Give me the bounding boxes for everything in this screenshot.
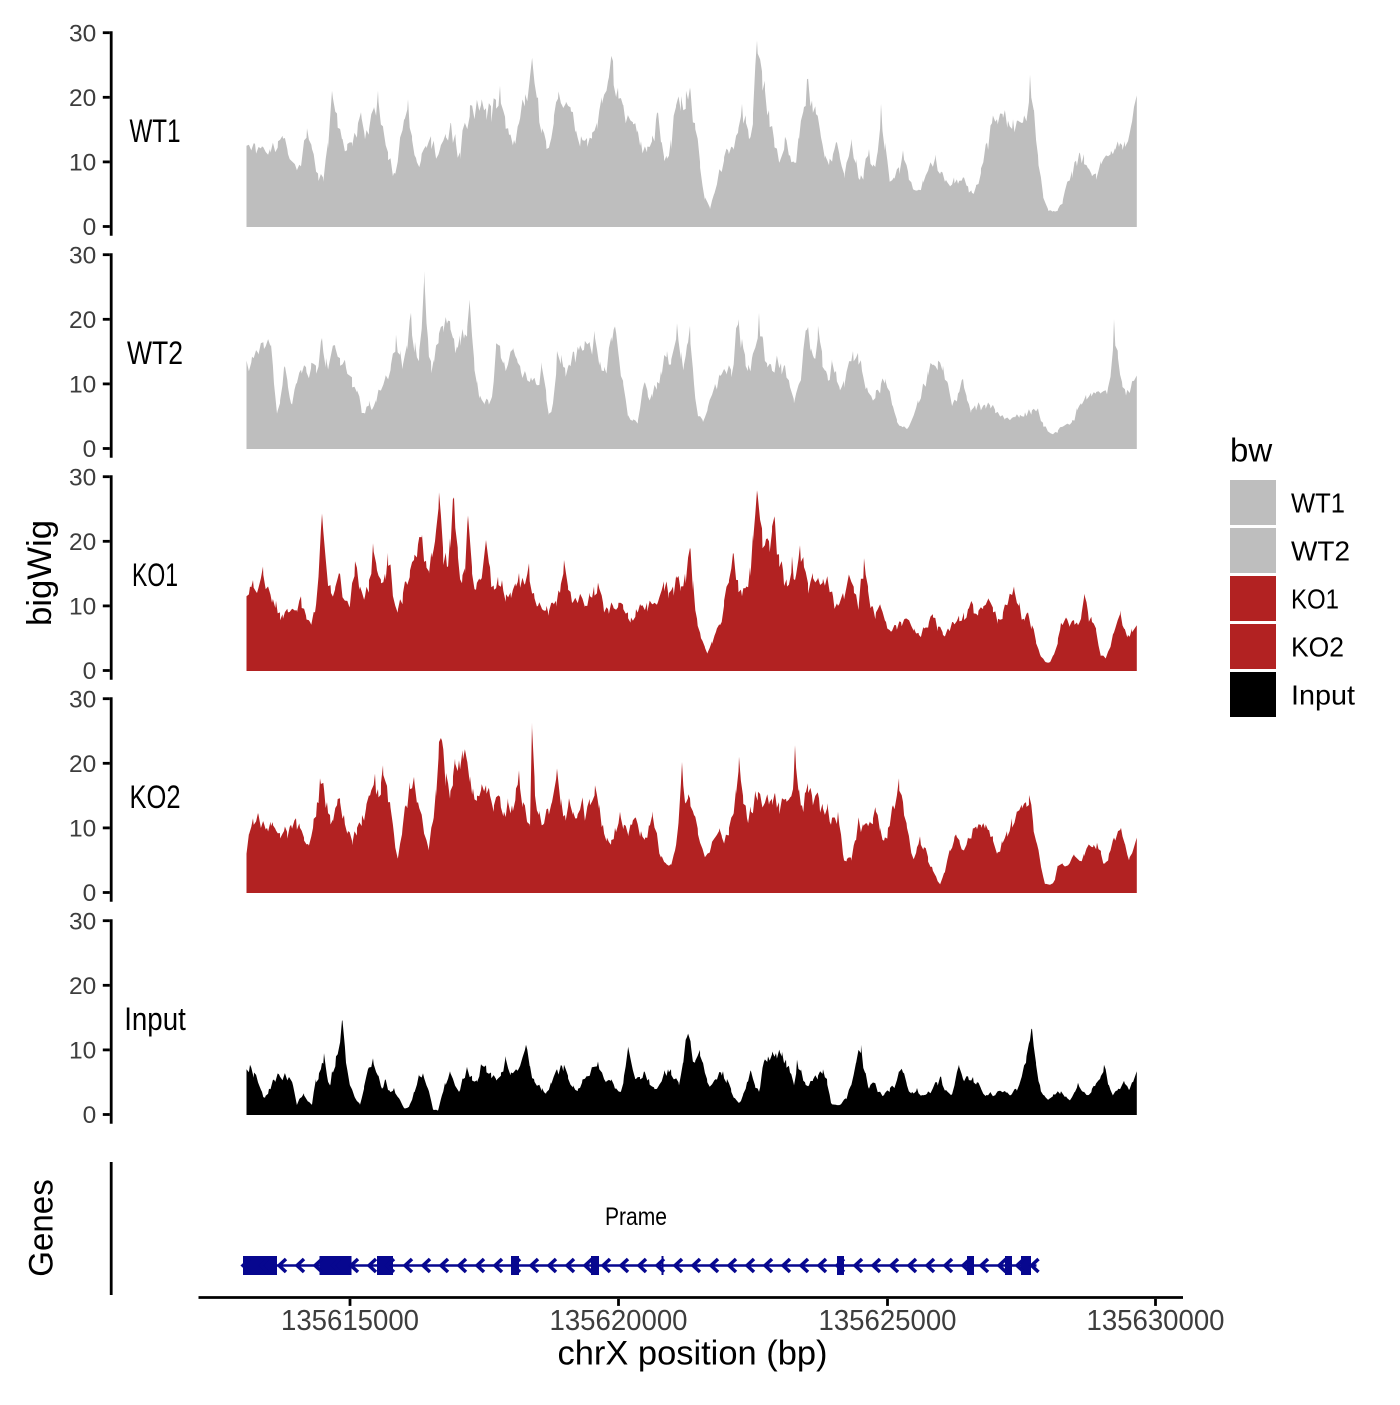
svg-text:KO2: KO2: [1291, 632, 1344, 663]
svg-text:WT2: WT2: [127, 335, 183, 371]
svg-text:30: 30: [69, 686, 96, 713]
svg-text:WT1: WT1: [130, 113, 181, 149]
svg-text:KO2: KO2: [130, 779, 181, 815]
svg-text:10: 10: [69, 816, 96, 843]
svg-text:30: 30: [69, 20, 96, 47]
svg-text:10: 10: [69, 372, 96, 399]
svg-text:20: 20: [69, 529, 96, 556]
svg-text:0: 0: [83, 214, 97, 241]
svg-text:0: 0: [83, 658, 97, 685]
svg-text:0: 0: [83, 436, 97, 463]
svg-text:WT1: WT1: [1291, 488, 1345, 519]
svg-text:20: 20: [69, 307, 96, 334]
svg-text:10: 10: [69, 1038, 96, 1065]
svg-text:10: 10: [69, 150, 96, 177]
svg-text:WT2: WT2: [1291, 536, 1350, 567]
svg-text:Input: Input: [124, 1001, 186, 1037]
svg-text:0: 0: [83, 1102, 97, 1129]
svg-text:30: 30: [69, 908, 96, 935]
svg-text:Prame: Prame: [605, 1203, 667, 1231]
svg-text:Genes: Genes: [23, 1179, 61, 1277]
svg-text:KO1: KO1: [132, 557, 178, 593]
svg-text:bw: bw: [1230, 431, 1272, 468]
svg-text:135620000: 135620000: [550, 1305, 688, 1337]
svg-text:20: 20: [69, 973, 96, 1000]
svg-text:20: 20: [69, 751, 96, 778]
svg-text:0: 0: [83, 880, 97, 907]
svg-text:135615000: 135615000: [281, 1305, 419, 1337]
svg-text:20: 20: [69, 85, 96, 112]
svg-text:135625000: 135625000: [819, 1305, 957, 1337]
svg-text:10: 10: [69, 594, 96, 621]
svg-text:chrX position (bp): chrX position (bp): [558, 1335, 828, 1373]
svg-text:30: 30: [69, 242, 96, 269]
svg-text:KO1: KO1: [1291, 584, 1339, 615]
svg-text:135630000: 135630000: [1087, 1305, 1225, 1337]
svg-text:30: 30: [69, 464, 96, 491]
svg-text:Input: Input: [1291, 680, 1355, 711]
svg-text:bigWig: bigWig: [21, 520, 59, 626]
